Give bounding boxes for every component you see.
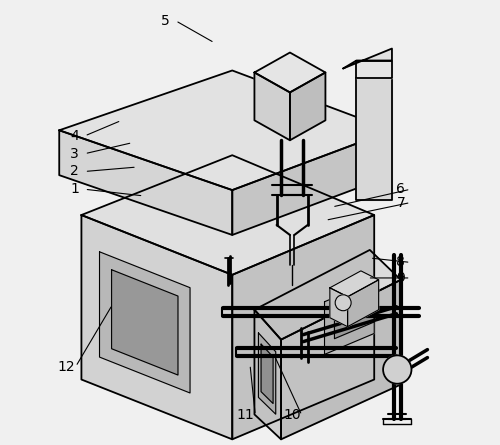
Polygon shape [330,288,347,327]
Circle shape [335,295,351,311]
Text: 9: 9 [396,271,406,285]
Text: 4: 4 [70,129,79,143]
Polygon shape [258,333,276,414]
Text: 5: 5 [162,14,170,28]
Polygon shape [343,49,392,69]
Polygon shape [348,280,378,327]
Text: 2: 2 [70,165,79,178]
Text: 12: 12 [57,360,74,374]
Polygon shape [232,215,374,439]
Polygon shape [59,70,392,190]
Polygon shape [324,281,374,354]
Polygon shape [254,250,401,340]
Polygon shape [100,252,190,393]
Polygon shape [281,280,401,439]
Text: 10: 10 [284,409,301,422]
Circle shape [383,356,412,384]
Text: 8: 8 [396,255,406,269]
Polygon shape [254,310,281,439]
Polygon shape [290,73,326,140]
Polygon shape [82,215,233,439]
Text: 11: 11 [236,409,254,422]
Polygon shape [254,73,290,140]
Polygon shape [330,271,378,297]
Polygon shape [254,53,326,93]
Text: 3: 3 [70,147,79,161]
Polygon shape [356,78,392,200]
Polygon shape [356,61,392,78]
Text: 6: 6 [396,182,406,196]
Polygon shape [334,291,374,339]
Polygon shape [261,344,273,404]
Text: 7: 7 [396,195,405,210]
Polygon shape [232,130,392,235]
Text: 1: 1 [70,182,79,196]
Polygon shape [59,130,233,235]
Polygon shape [112,270,178,375]
Polygon shape [82,155,374,275]
